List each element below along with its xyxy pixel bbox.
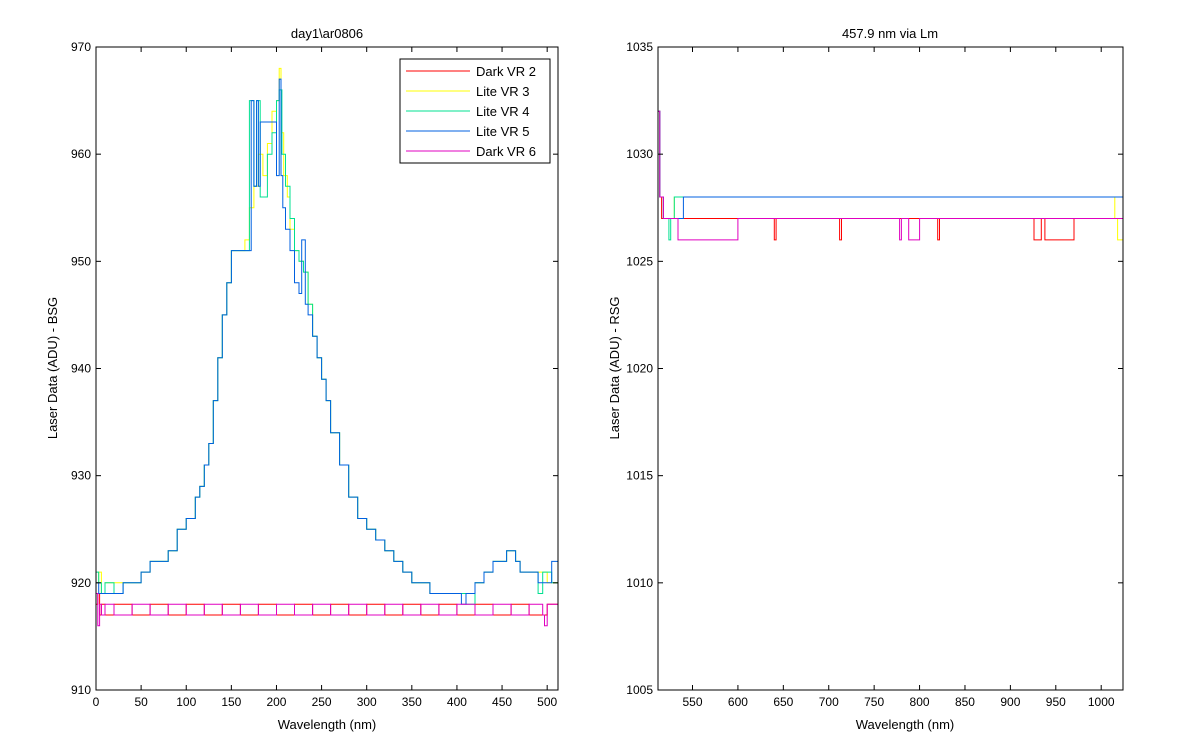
plot-right-ytick-label: 1010 xyxy=(626,576,653,590)
plot-left-xticks: 0 50 100 150 200 250 300 350 400 450 500 xyxy=(93,47,558,709)
plot-right-xtick-label: 1000 xyxy=(1088,695,1115,709)
plot-left-xtick-label: 200 xyxy=(266,695,286,709)
plot-right-ylabel: Laser Data (ADU) - RSG xyxy=(607,296,622,439)
plot-left-ytick-label: 940 xyxy=(71,362,91,376)
plot-left-series xyxy=(96,67,559,627)
plot-right-xtick-label: 550 xyxy=(682,695,702,709)
plot-left-ytick-label: 910 xyxy=(71,683,91,697)
plot-right-xtick-label: 850 xyxy=(955,695,975,709)
plot-right-ytick-label: 1025 xyxy=(626,254,653,268)
plot-right-xtick-label: 600 xyxy=(728,695,748,709)
plot-left-xtick-label: 0 xyxy=(93,695,100,709)
plot-right-ytick-label: 1030 xyxy=(626,147,653,161)
plot-left-xtick-label: 250 xyxy=(312,695,332,709)
plot-left-ytick-label: 930 xyxy=(71,469,91,483)
plot-right-yticks: 1005 1010 1015 1020 1025 1030 1035 xyxy=(626,40,1123,697)
plot-right-series-5-line xyxy=(658,110,1123,241)
plot-left-xtick-label: 500 xyxy=(537,695,557,709)
legend-label-4: Lite VR 5 xyxy=(476,124,529,139)
plot-left-series-5-line xyxy=(96,593,559,627)
plot-left: 0 50 100 150 200 250 300 350 400 450 500 910 920 930… xyxy=(45,26,559,732)
plot-right-xticks: 550 600 650 700 750 800 850 900 950 1000 xyxy=(682,47,1115,709)
plot-left-xtick-label: 400 xyxy=(447,695,467,709)
plot-right-ytick-label: 1020 xyxy=(626,362,653,376)
plot-left-ytick-label: 970 xyxy=(71,40,91,54)
plot-left-xtick-label: 100 xyxy=(176,695,196,709)
plot-left-xtick-label: 50 xyxy=(134,695,148,709)
plot-right-xlabel: Wavelength (nm) xyxy=(856,717,955,732)
plot-right-ytick-label: 1015 xyxy=(626,469,653,483)
plot-left-xtick-label: 150 xyxy=(221,695,241,709)
plot-right-xtick-label: 950 xyxy=(1046,695,1066,709)
legend-label-2: Lite VR 3 xyxy=(476,84,529,99)
plot-left-xtick-label: 450 xyxy=(492,695,512,709)
plot-left-ylabel: Laser Data (ADU) - BSG xyxy=(45,297,60,439)
plot-right-xtick-label: 650 xyxy=(773,695,793,709)
plot-right: 550 600 650 700 750 800 850 900 950 1000 1005 1010… xyxy=(607,26,1124,732)
plot-right-title: 457.9 nm via Lm xyxy=(842,26,938,41)
plot-right-ytick-label: 1005 xyxy=(626,683,653,697)
plot-left-ytick-label: 920 xyxy=(71,576,91,590)
plot-left-title: day1\ar0806 xyxy=(291,26,363,41)
plot-left-series-4-line xyxy=(96,78,559,605)
plot-left-xlabel: Wavelength (nm) xyxy=(278,717,377,732)
plot-left-legend: Dark VR 2 Lite VR 3 Lite VR 4 Lite VR 5 Dark… xyxy=(399,58,551,164)
legend-label-1: Dark VR 2 xyxy=(476,64,536,79)
plot-left-xtick-label: 300 xyxy=(357,695,377,709)
plot-right-xtick-label: 900 xyxy=(1000,695,1020,709)
plot-right-xtick-label: 750 xyxy=(864,695,884,709)
legend-label-3: Lite VR 4 xyxy=(476,104,529,119)
plot-left-xtick-label: 350 xyxy=(402,695,422,709)
plot-right-xtick-label: 800 xyxy=(910,695,930,709)
plot-left-ytick-label: 960 xyxy=(71,147,91,161)
plot-right-ytick-label: 1035 xyxy=(626,40,653,54)
legend-label-5: Dark VR 6 xyxy=(476,144,536,159)
plot-left-yticks: 910 920 930 940 950 960 970 xyxy=(71,40,558,697)
plot-left-ytick-label: 950 xyxy=(71,254,91,268)
plot-right-series xyxy=(658,110,1124,241)
plot-right-xtick-label: 700 xyxy=(819,695,839,709)
